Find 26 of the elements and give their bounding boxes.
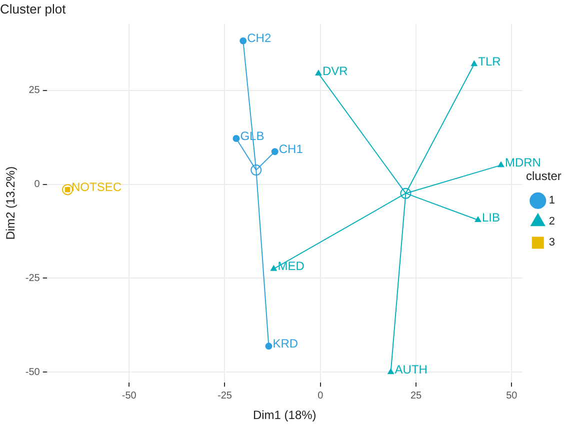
- chart-title: Cluster plot: [0, 1, 66, 16]
- legend-label: 1: [548, 194, 556, 207]
- y-tick-label: 0: [34, 179, 40, 190]
- annotation: MDRN: [504, 155, 541, 170]
- annotation: CH1: [278, 142, 304, 156]
- annotation: KRD: [272, 336, 298, 350]
- annotation: AUTH: [394, 362, 428, 376]
- annotation: CH2: [247, 31, 272, 46]
- x-tick-label: 50: [506, 390, 518, 402]
- y-axis-title: Dim2 (13.2%): [4, 166, 18, 240]
- annotation: TLR: [478, 54, 502, 68]
- legend-label: 2: [548, 216, 556, 228]
- y-tick-label: 25: [28, 85, 40, 96]
- x-axis-title: Dim1 (18%): [252, 408, 316, 422]
- x-tick-label: -50: [122, 390, 137, 402]
- legend-title: cluster: [526, 169, 562, 184]
- annotation: MED: [278, 259, 305, 274]
- x-tick-label: 0: [318, 390, 324, 402]
- annotation: NOTSEC: [72, 180, 122, 194]
- annotation: LIB: [482, 210, 500, 224]
- x-tick-label: -25: [218, 390, 232, 402]
- annotation: DVR: [322, 64, 348, 78]
- legend-label: 3: [548, 236, 556, 249]
- y-tick-label: -50: [25, 366, 40, 378]
- y-tick-label: -25: [25, 272, 40, 284]
- x-tick-label: 25: [410, 390, 422, 402]
